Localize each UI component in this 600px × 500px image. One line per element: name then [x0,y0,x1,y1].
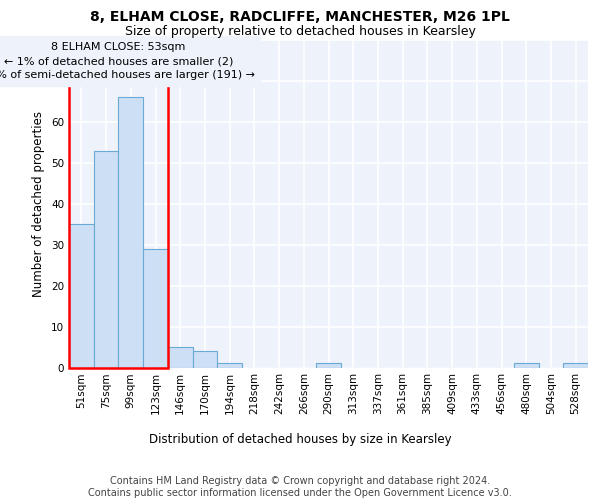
Bar [563,364,588,368]
Bar [69,40,168,368]
Bar [69,224,94,368]
Text: 8, ELHAM CLOSE, RADCLIFFE, MANCHESTER, M26 1PL: 8, ELHAM CLOSE, RADCLIFFE, MANCHESTER, M… [90,10,510,24]
Text: Size of property relative to detached houses in Kearsley: Size of property relative to detached ho… [125,25,475,38]
Bar [118,98,143,368]
Bar [514,364,539,368]
Bar [143,249,168,368]
Bar [94,150,118,368]
Bar [316,364,341,368]
Text: Contains HM Land Registry data © Crown copyright and database right 2024.
Contai: Contains HM Land Registry data © Crown c… [88,476,512,498]
Text: 8 ELHAM CLOSE: 53sqm
← 1% of detached houses are smaller (2)
98% of semi-detache: 8 ELHAM CLOSE: 53sqm ← 1% of detached ho… [0,42,255,80]
Y-axis label: Number of detached properties: Number of detached properties [32,111,46,296]
Text: Distribution of detached houses by size in Kearsley: Distribution of detached houses by size … [149,432,451,446]
Bar [193,351,217,368]
Bar [168,347,193,368]
Bar [217,364,242,368]
